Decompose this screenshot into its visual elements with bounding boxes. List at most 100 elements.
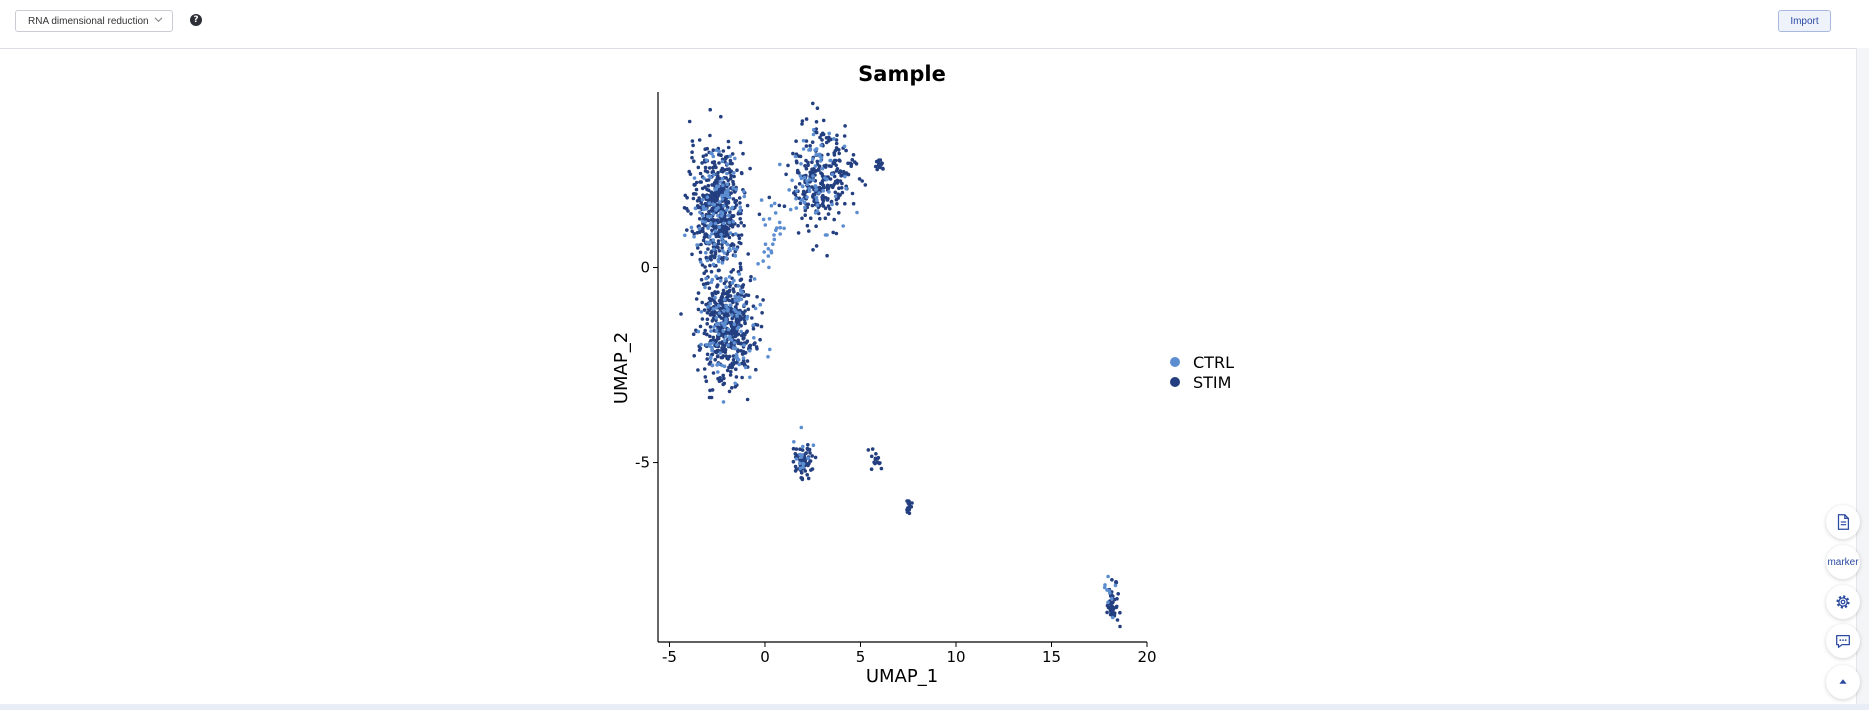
point-stim — [697, 230, 702, 234]
point-stim — [810, 203, 815, 208]
point-stim — [727, 298, 731, 303]
point-ctrl — [830, 202, 834, 207]
point-ctrl — [711, 238, 716, 242]
point-ctrl — [695, 243, 699, 247]
point-stim — [734, 199, 739, 203]
point-ctrl — [722, 339, 727, 343]
point-stim — [873, 457, 878, 462]
point-stim — [698, 180, 702, 184]
point-stim — [817, 168, 821, 172]
point-stim — [749, 275, 753, 279]
point-stim — [748, 278, 753, 283]
point-ctrl — [703, 220, 708, 224]
point-stim — [731, 358, 736, 362]
point-stim — [697, 217, 702, 221]
point-stim — [843, 124, 847, 128]
point-ctrl — [722, 251, 727, 255]
point-stim — [837, 151, 841, 156]
point-stim — [708, 255, 712, 259]
point-ctrl — [825, 177, 829, 182]
point-ctrl — [794, 189, 799, 193]
point-stim — [741, 151, 745, 156]
settings-tool-button[interactable] — [1826, 585, 1860, 619]
point-ctrl — [708, 341, 713, 346]
legend-label-stim: STIM — [1193, 373, 1231, 392]
scroll-top-button[interactable] — [1826, 665, 1860, 699]
point-stim — [729, 370, 733, 374]
point-stim — [818, 135, 822, 140]
point-ctrl — [811, 132, 816, 137]
document-tool-button[interactable] — [1826, 505, 1860, 539]
point-ctrl — [717, 149, 721, 154]
point-ctrl — [713, 295, 717, 300]
point-stim — [1116, 592, 1120, 596]
point-stim — [700, 300, 704, 305]
point-stim — [837, 194, 841, 198]
point-stim — [729, 191, 733, 195]
point-ctrl — [775, 226, 779, 230]
point-stim — [797, 154, 801, 158]
point-stim — [726, 312, 730, 317]
point-ctrl — [706, 214, 710, 219]
point-stim — [697, 196, 701, 200]
point-ctrl — [716, 370, 720, 374]
point-stim — [707, 362, 712, 366]
point-ctrl — [717, 225, 721, 229]
point-ctrl — [828, 158, 833, 163]
umap-scatter-plot: Sample -5 0 5 10 15 20 0 -5 UMAP_1 UMAP_2 CTRL… — [611, 62, 1234, 687]
point-ctrl — [733, 156, 737, 161]
point-stim — [741, 311, 746, 316]
point-stim — [702, 308, 707, 312]
point-ctrl — [716, 206, 720, 210]
x-tick-label: 20 — [1137, 648, 1156, 666]
import-button[interactable]: Import — [1778, 10, 1831, 32]
point-stim — [745, 203, 750, 208]
point-stim — [696, 165, 701, 170]
point-ctrl — [732, 341, 737, 345]
point-ctrl — [724, 334, 728, 339]
point-ctrl — [707, 174, 711, 178]
point-ctrl — [726, 213, 731, 218]
point-ctrl — [713, 229, 718, 233]
point-stim — [709, 395, 714, 400]
point-stim — [722, 376, 726, 381]
point-ctrl — [819, 143, 823, 148]
chat-tool-button[interactable] — [1826, 624, 1860, 658]
point-stim — [717, 314, 722, 319]
point-stim — [729, 324, 734, 329]
point-ctrl — [715, 363, 719, 367]
point-ctrl — [704, 343, 709, 347]
point-stim — [805, 473, 809, 477]
point-ctrl — [742, 303, 746, 307]
point-stim — [824, 163, 828, 168]
point-ctrl — [808, 147, 813, 151]
marker-tool-button[interactable]: marker — [1826, 545, 1860, 579]
point-ctrl — [707, 201, 711, 206]
point-stim — [733, 361, 737, 365]
point-stim — [717, 161, 721, 165]
point-stim — [808, 216, 813, 220]
right-scroll-strip[interactable] — [1856, 48, 1869, 710]
point-ctrl — [704, 276, 709, 281]
legend: CTRL STIM — [1170, 353, 1234, 392]
point-ctrl — [727, 220, 732, 225]
reduction-select[interactable]: RNA dimensional reduction — [15, 10, 173, 32]
point-stim — [786, 163, 790, 168]
point-stim — [819, 133, 824, 137]
point-ctrl — [721, 183, 725, 188]
point-stim — [683, 193, 688, 198]
point-ctrl — [801, 444, 805, 449]
point-ctrl — [726, 327, 731, 332]
point-stim — [1118, 610, 1122, 615]
point-stim — [725, 231, 729, 236]
point-stim — [737, 236, 742, 241]
point-ctrl — [701, 207, 706, 212]
help-icon[interactable]: ? — [190, 14, 202, 26]
point-stim — [808, 174, 812, 179]
point-ctrl — [710, 231, 714, 236]
point-ctrl — [801, 138, 806, 143]
point-stim — [704, 153, 708, 157]
point-stim — [711, 165, 715, 170]
point-ctrl — [710, 348, 714, 353]
point-ctrl — [740, 290, 744, 295]
